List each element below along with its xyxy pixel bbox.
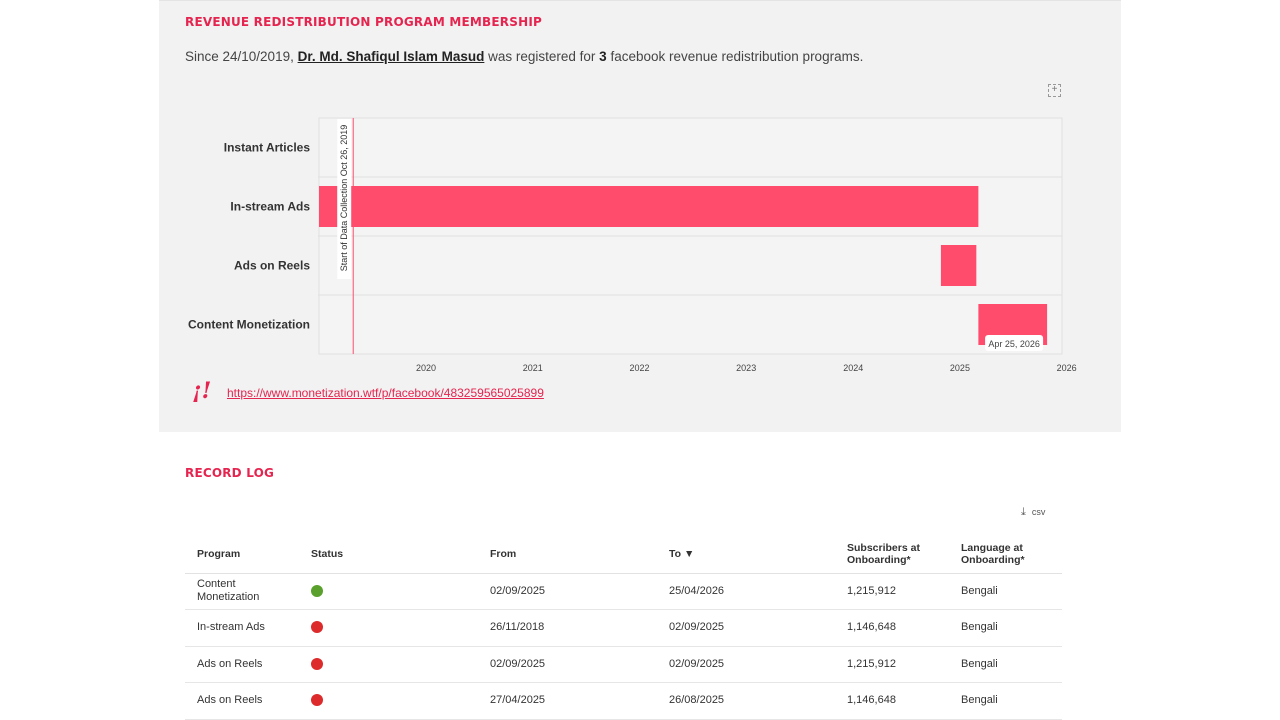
table-header-row: Program Status From To ▼ Subscribers at … bbox=[185, 536, 1062, 574]
column-from[interactable]: From bbox=[478, 536, 657, 574]
category-label: Content Monetization bbox=[188, 318, 310, 332]
status-cell bbox=[299, 682, 478, 720]
program-count: 3 bbox=[599, 49, 607, 64]
language-cell: Bengali bbox=[949, 682, 1062, 720]
table-row: Ads on Reels 02/09/2025 02/09/2025 1,215,91… bbox=[185, 646, 1062, 683]
program-cell: Ads on Reels bbox=[185, 646, 299, 683]
end-date-tag bbox=[985, 335, 1044, 351]
table-row: Ads on Reels 27/04/2025 26/08/2025 1,146,64… bbox=[185, 682, 1062, 720]
csv-label: csv bbox=[1031, 507, 1046, 517]
language-cell: Bengali bbox=[949, 646, 1062, 683]
category-label: Ads on Reels bbox=[234, 259, 310, 273]
x-tick-label: 2021 bbox=[523, 363, 543, 373]
membership-intro: Since 24/10/2019, Dr. Md. Shafiqul Islam… bbox=[185, 49, 863, 64]
to-cell: 25/04/2026 bbox=[657, 573, 835, 610]
x-tick-label: 2023 bbox=[736, 363, 756, 373]
program-cell: Content Monetization bbox=[185, 573, 299, 610]
language-cell: Bengali bbox=[949, 573, 1062, 610]
to-cell: 26/08/2025 bbox=[657, 682, 835, 720]
status-dot-icon bbox=[311, 657, 323, 670]
status-dot-icon bbox=[311, 584, 323, 597]
intro-prefix: Since 24/10/2019, bbox=[185, 49, 298, 64]
record-log-table: Program Status From To ▼ Subscribers at … bbox=[185, 536, 1062, 720]
status-dot-icon bbox=[311, 621, 323, 634]
language-cell: Bengali bbox=[949, 609, 1062, 647]
x-tick-label: 2025 bbox=[950, 363, 970, 373]
table-row: Content Monetization 02/09/2025 25/04/2026… bbox=[185, 573, 1062, 610]
column-to[interactable]: To ▼ bbox=[657, 536, 835, 574]
from-cell: 27/04/2025 bbox=[478, 682, 657, 720]
creator-name-link[interactable]: Dr. Md. Shafiqul Islam Masud bbox=[297, 49, 485, 64]
csv-download-button[interactable]: ⤓ csv bbox=[1021, 506, 1045, 519]
subscribers-cell: 1,146,648 bbox=[835, 682, 949, 720]
column-language[interactable]: Language at Onboarding* bbox=[949, 536, 1062, 574]
status-cell bbox=[299, 646, 478, 683]
status-dot-icon bbox=[311, 694, 323, 707]
column-status[interactable]: Status bbox=[299, 536, 478, 574]
from-cell: 26/11/2018 bbox=[478, 609, 657, 647]
program-cell: In-stream Ads bbox=[185, 609, 299, 647]
x-tick-label: 2020 bbox=[416, 363, 436, 373]
category-label: Instant Articles bbox=[224, 141, 311, 155]
timeline-bar bbox=[940, 245, 977, 286]
to-cell: 02/09/2025 bbox=[657, 646, 835, 683]
data-start-marker-label-bg bbox=[337, 119, 352, 279]
membership-timeline-chart: Instant Articles In-stream Ads Ads on Reel… bbox=[188, 117, 1077, 373]
program-cell: Ads on Reels bbox=[185, 682, 299, 720]
status-cell bbox=[299, 609, 478, 647]
to-cell: 02/09/2025 bbox=[657, 609, 835, 647]
record-log-heading: RECORD LOG bbox=[185, 466, 275, 480]
expand-icon[interactable]: + bbox=[1048, 84, 1061, 97]
subscribers-cell: 1,215,912 bbox=[835, 573, 949, 610]
subscribers-cell: 1,215,912 bbox=[835, 646, 949, 683]
x-tick-label: 2024 bbox=[843, 363, 863, 373]
membership-heading: REVENUE REDISTRIBUTION PROGRAM MEMBERSHI… bbox=[185, 15, 542, 29]
timeline-bar bbox=[319, 186, 979, 227]
data-start-marker-label: Start of Data Collection Oct 26, 2019 bbox=[339, 125, 349, 272]
download-icon: ⤓ bbox=[1021, 506, 1026, 518]
monetization-logo: ¡! bbox=[192, 378, 212, 404]
end-date-label: Apr 25, 2026 bbox=[988, 339, 1040, 349]
column-subscribers[interactable]: Subscribers at Onboarding* bbox=[835, 536, 949, 574]
category-label: In-stream Ads bbox=[230, 200, 310, 214]
table-row: In-stream Ads 26/11/2018 02/09/2025 1,146,6… bbox=[185, 609, 1062, 647]
x-tick-label: 2026 bbox=[1057, 363, 1077, 373]
subscribers-cell: 1,146,648 bbox=[835, 609, 949, 647]
source-link[interactable]: https://www.monetization.wtf/p/facebook/… bbox=[227, 386, 544, 400]
intro-suffix: facebook revenue redistribution programs… bbox=[606, 49, 864, 64]
intro-middle: was registered for bbox=[484, 49, 600, 64]
from-cell: 02/09/2025 bbox=[478, 646, 657, 683]
x-tick-label: 2022 bbox=[629, 363, 649, 373]
from-cell: 02/09/2025 bbox=[478, 573, 657, 610]
status-cell bbox=[299, 573, 478, 610]
column-program[interactable]: Program bbox=[185, 536, 299, 574]
